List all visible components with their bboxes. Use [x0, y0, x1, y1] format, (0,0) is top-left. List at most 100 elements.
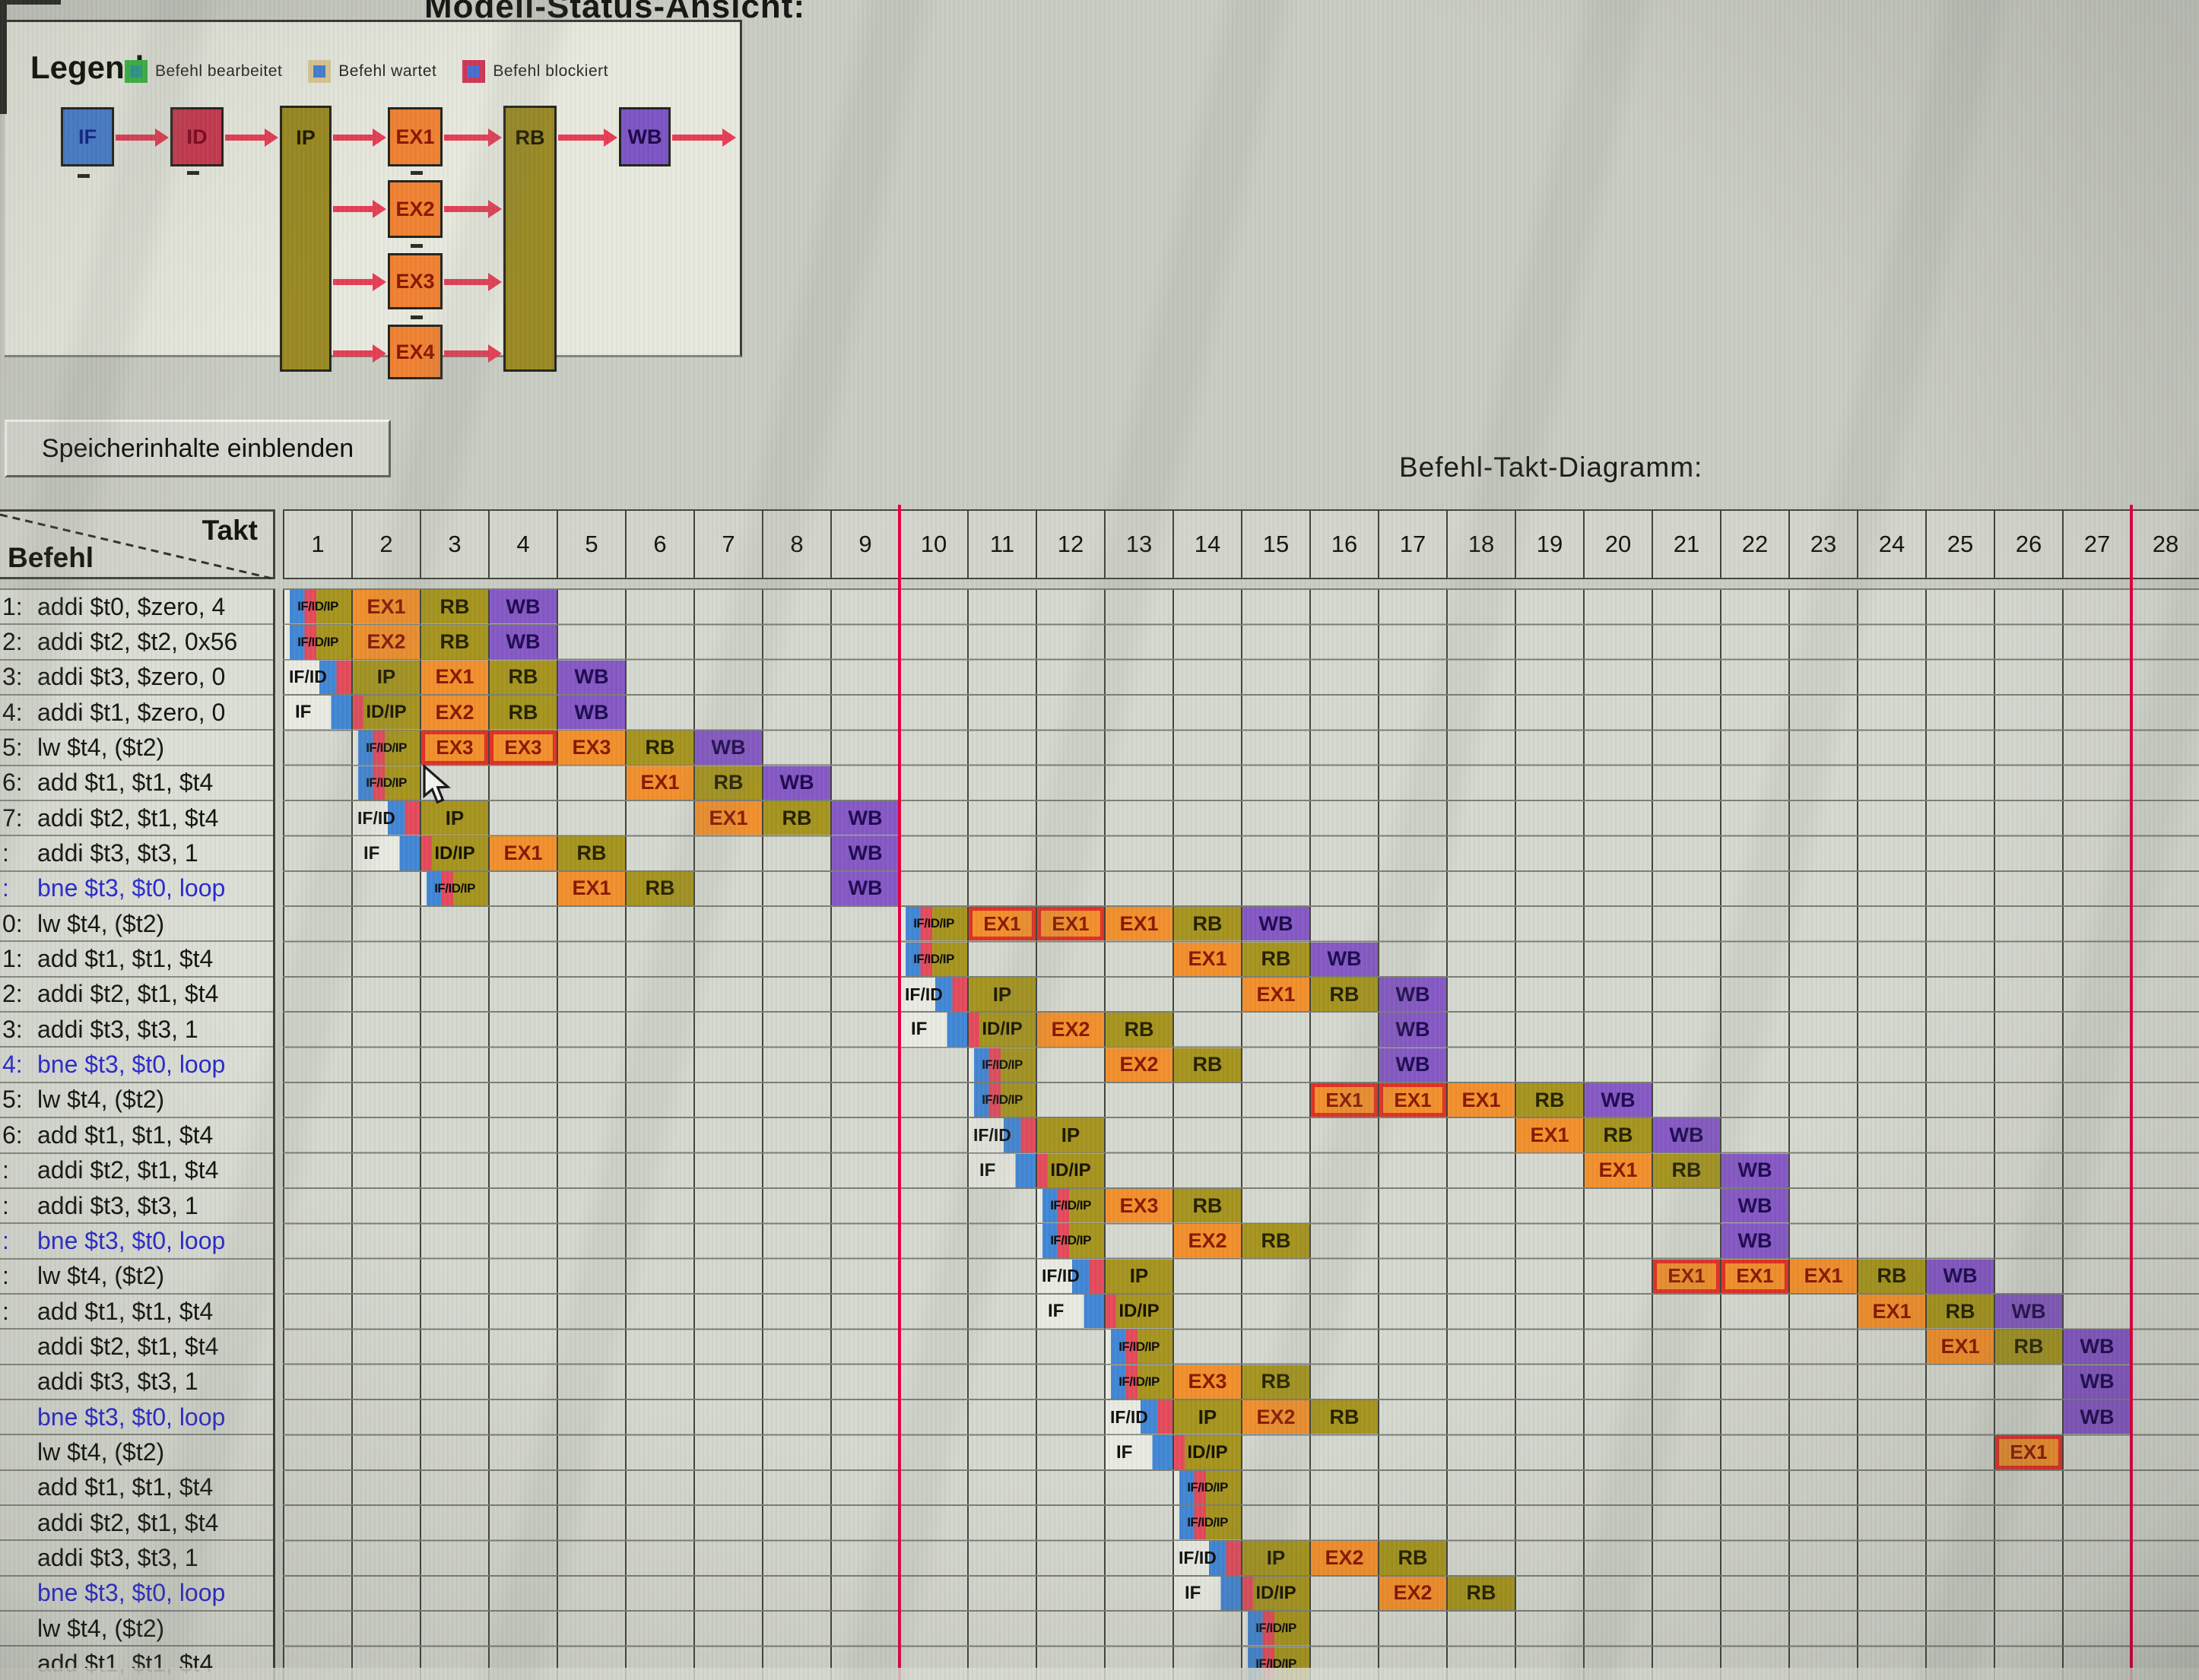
instruction-row[interactable]: 6: add $t1, $t1, $t4	[0, 766, 273, 802]
instruction-row[interactable]: : addi $t3, $t3, 1	[0, 836, 273, 872]
flow-arrow-icon	[333, 273, 386, 291]
stage-cell-ex1: EX1	[558, 871, 625, 906]
pipeline-stage-box-ex2: EX2	[388, 180, 443, 238]
instruction-row[interactable]: 5: lw $t4, ($t2)	[0, 731, 273, 766]
cycle-header-16: 16	[1309, 509, 1379, 579]
stage-cell-wb: WB	[558, 660, 625, 695]
stage-cell-wb: WB	[1721, 1188, 1788, 1223]
cycle-header-28: 28	[2131, 509, 2199, 579]
instruction-text: addi $t3, $t3, 1	[37, 1015, 198, 1043]
instruction-row[interactable]: add $t1, $t1, $t4	[0, 1471, 273, 1506]
stage-cell-ip: IP	[969, 977, 1036, 1012]
stage-cell-ip: IP	[421, 801, 488, 835]
stage-cell-if-id-ip: IF/ID/IP	[969, 1082, 1036, 1117]
instruction-text: addi $t3, $zero, 0	[37, 663, 226, 691]
instruction-text: addi $t3, $t3, 1	[37, 1368, 198, 1396]
stage-cell-ex1: EX1	[1653, 1259, 1720, 1293]
show-memory-button[interactable]: Speicherinhalte einblenden	[5, 420, 391, 477]
instruction-text: add $t1, $t1, $t4	[37, 1473, 214, 1501]
instruction-row[interactable]: : bne $t3, $t0, loop	[0, 1224, 273, 1260]
cycle-grid: IF/ID/IP EX1 RB WB IF/ID/IP EX2 RB WB IF/ID IP EX1…	[283, 588, 2199, 1680]
cycle-header-5: 5	[557, 509, 627, 579]
flow-arrow-icon	[333, 128, 386, 147]
instruction-row[interactable]: 3: addi $t3, $zero, 0	[0, 661, 273, 696]
stage-cell-rb: RB	[1448, 1576, 1515, 1611]
stage-cell-wb: WB	[558, 696, 625, 730]
instruction-row[interactable]: : bne $t3, $t0, loop	[0, 872, 273, 908]
instruction-row[interactable]: lw $t4, ($t2)	[0, 1612, 273, 1647]
instruction-number: :	[2, 1226, 9, 1254]
instruction-text: addi $t2, $t1, $t4	[37, 1332, 219, 1360]
stage-cell-ex1: EX1	[1790, 1259, 1857, 1293]
instruction-row[interactable]: lw $t4, ($t2)	[0, 1435, 273, 1471]
instruction-row[interactable]: addi $t2, $t1, $t4	[0, 1330, 273, 1365]
instruction-row[interactable]: : addi $t3, $t3, 1	[0, 1189, 273, 1225]
stage-cell-if-id: IF/ID	[353, 801, 420, 835]
instruction-row[interactable]: 2: addi $t2, $t1, $t4	[0, 978, 273, 1013]
stage-cell-ex1: EX1	[1995, 1435, 2062, 1469]
instruction-text: addi $t3, $t3, 1	[37, 1191, 198, 1219]
stage-cell-wb: WB	[763, 766, 830, 800]
instruction-row[interactable]: addi $t2, $t1, $t4	[0, 1506, 273, 1542]
stage-cell-ip: IP	[1174, 1400, 1241, 1434]
stage-cell-ex1: EX1	[1106, 907, 1172, 941]
stage-cell-ex3: EX3	[1106, 1188, 1172, 1223]
stage-cell-ex3: EX3	[421, 731, 488, 765]
stage-cell-id-ip: ID/IP	[1106, 1295, 1172, 1329]
stage-cell-ex1: EX1	[1242, 977, 1309, 1012]
instruction-row[interactable]: 0: lw $t4, ($t2)	[0, 907, 273, 943]
cycle-header-27: 27	[2062, 509, 2132, 579]
corner-label-befehl: Befehl	[8, 542, 94, 573]
instruction-row[interactable]: 2: addi $t2, $t2, 0x56	[0, 625, 273, 661]
instruction-row[interactable]: : addi $t2, $t1, $t4	[0, 1154, 273, 1189]
cycle-header-13: 13	[1104, 509, 1174, 579]
instruction-row[interactable]: 3: addi $t3, $t3, 1	[0, 1013, 273, 1048]
stage-cell-id-ip: ID/IP	[1174, 1435, 1241, 1469]
stage-cell-rb: RB	[1995, 1330, 2062, 1364]
stage-cell-ex1: EX1	[1379, 1082, 1446, 1117]
stage-cell-wb: WB	[1242, 907, 1309, 941]
instruction-number: 4:	[2, 698, 23, 726]
instruction-row[interactable]: 1: addi $t0, $zero, 4	[0, 590, 273, 626]
instruction-row[interactable]: 1: add $t1, $t1, $t4	[0, 942, 273, 978]
instruction-text: addi $t0, $zero, 4	[37, 592, 226, 620]
stage-cell-rb: RB	[421, 590, 488, 624]
stage-cell-if-id-ip: IF/ID/IP	[1037, 1224, 1104, 1258]
stage-cell-ex2: EX2	[353, 625, 420, 659]
instruction-row[interactable]: : add $t1, $t1, $t4	[0, 1295, 273, 1330]
stage-cell-id-ip: ID/IP	[1242, 1576, 1309, 1611]
instruction-text: lw $t4, ($t2)	[37, 1438, 165, 1466]
cycle-header-10: 10	[899, 509, 969, 579]
instruction-text: lw $t4, ($t2)	[37, 1262, 165, 1290]
instruction-row[interactable]: 4: bne $t3, $t0, loop	[0, 1048, 273, 1083]
stage-tick-mark	[411, 315, 423, 319]
instruction-row[interactable]: bne $t3, $t0, loop	[0, 1400, 273, 1436]
stage-cell-ex1: EX1	[695, 801, 762, 835]
stage-cell-ex1: EX1	[1927, 1330, 1994, 1364]
stage-cell-ex2: EX2	[1311, 1541, 1378, 1575]
stage-cell-if: IF	[284, 696, 351, 730]
instruction-row[interactable]: addi $t3, $t3, 1	[0, 1365, 273, 1400]
instruction-row[interactable]: 6: add $t1, $t1, $t4	[0, 1118, 273, 1154]
stage-cell-ex2: EX2	[1037, 1013, 1104, 1047]
stage-cell-rb: RB	[490, 696, 557, 730]
stage-cell-if-id: IF/ID	[1174, 1541, 1241, 1575]
instruction-row[interactable]: addi $t3, $t3, 1	[0, 1541, 273, 1577]
stage-cell-wb: WB	[1721, 1153, 1788, 1187]
stage-cell-ex3: EX3	[1174, 1365, 1241, 1399]
cycle-header-2: 2	[351, 509, 421, 579]
stage-cell-ex2: EX2	[1106, 1048, 1172, 1082]
stage-cell-rb: RB	[1653, 1153, 1720, 1187]
instruction-row[interactable]: 7: addi $t2, $t1, $t4	[0, 801, 273, 837]
instruction-row[interactable]: 4: addi $t1, $zero, 0	[0, 696, 273, 731]
instruction-number: 3:	[2, 1015, 23, 1043]
legend-item: Befehl bearbeitet	[125, 60, 282, 83]
instruction-row[interactable]: 5: lw $t4, ($t2)	[0, 1083, 273, 1119]
stage-cell-rb: RB	[1174, 1188, 1241, 1223]
stage-cell-id-ip: ID/IP	[353, 696, 420, 730]
stage-cell-id-ip: ID/IP	[1037, 1153, 1104, 1187]
instruction-row[interactable]: : lw $t4, ($t2)	[0, 1260, 273, 1295]
instruction-row[interactable]: bne $t3, $t0, loop	[0, 1577, 273, 1612]
instruction-number: :	[2, 874, 9, 902]
pipeline-stage-box-ex3: EX3	[388, 253, 443, 309]
